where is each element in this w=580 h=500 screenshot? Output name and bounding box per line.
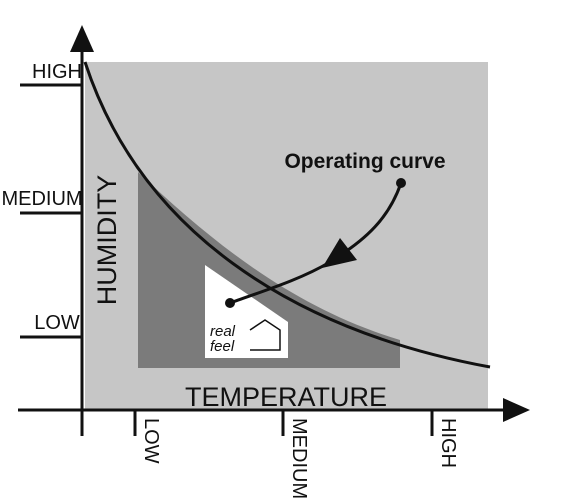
x-label: LOW — [140, 418, 162, 464]
y-title: HUMIDITY — [92, 175, 122, 306]
logo-text: feel — [210, 338, 235, 355]
x-label: MEDIUM — [288, 418, 310, 499]
logo: real feel — [210, 319, 281, 355]
y-arrow — [70, 25, 94, 52]
logo-text: real — [210, 323, 236, 340]
x-label: HIGH — [437, 418, 459, 468]
real-feel-zone — [205, 265, 288, 358]
y-label: LOW — [34, 312, 80, 334]
x-title: TEMPERATURE — [185, 382, 387, 412]
y-label: MEDIUM — [1, 188, 82, 210]
operating-line — [229, 260, 331, 305]
humidity-curve — [83, 61, 491, 369]
x-arrow — [503, 398, 530, 422]
arrow-line — [344, 182, 403, 254]
arrow-head — [322, 238, 357, 268]
logo-house — [249, 319, 281, 351]
comfort-zone — [138, 172, 400, 368]
annotation: Operating curve — [284, 150, 445, 173]
y-label: HIGH — [32, 61, 82, 83]
